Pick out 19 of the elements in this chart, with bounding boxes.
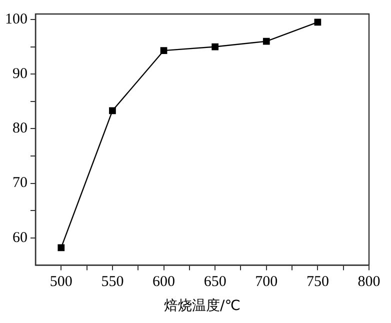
x-tick-label: 550 bbox=[101, 274, 124, 290]
point bbox=[314, 18, 322, 26]
x-tick-label: 600 bbox=[152, 274, 176, 290]
point bbox=[58, 244, 65, 252]
x-tick-label: 750 bbox=[306, 274, 329, 290]
y-tick-label: 90 bbox=[12, 66, 28, 82]
x-tick-label: 500 bbox=[50, 274, 72, 290]
x-tick-label: 700 bbox=[255, 274, 278, 290]
point bbox=[109, 107, 116, 114]
y-tick-label: 60 bbox=[12, 230, 28, 246]
y-tick-label: 80 bbox=[12, 120, 28, 137]
point bbox=[212, 43, 219, 50]
y-tick-label: 70 bbox=[12, 175, 28, 192]
point bbox=[262, 38, 270, 45]
x-tick-label: 800 bbox=[358, 274, 380, 290]
point bbox=[160, 47, 168, 54]
x-axis-title: 焙烧温度/℃ bbox=[164, 298, 240, 314]
y-tick-label: 100 bbox=[5, 11, 28, 28]
x-tick-label: 650 bbox=[204, 274, 226, 290]
